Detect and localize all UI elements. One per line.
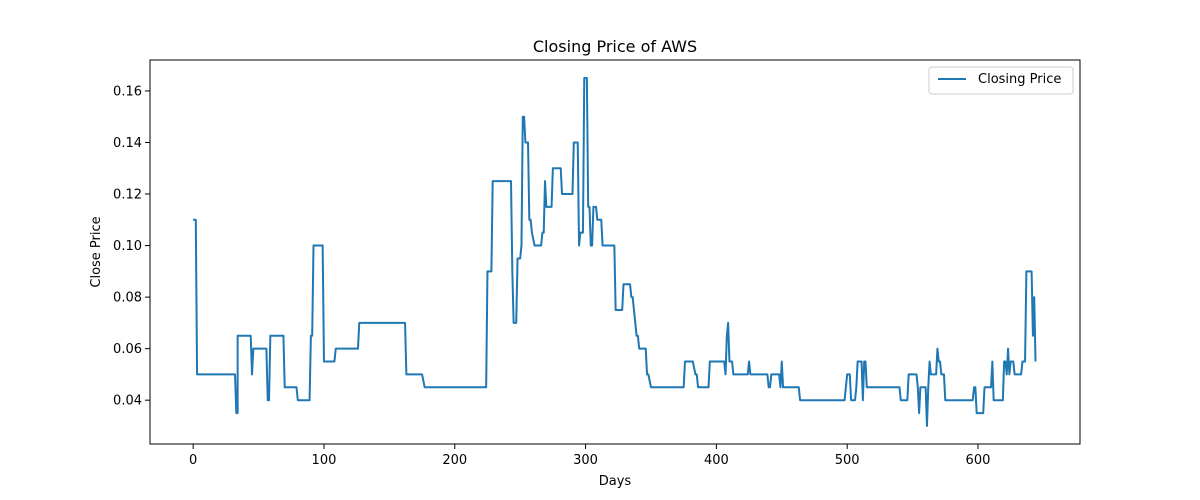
plot-area-frame	[149, 59, 1081, 445]
legend: Closing Price	[928, 66, 1074, 95]
x-tick-label: 300	[573, 453, 598, 468]
x-tick-label: 200	[442, 453, 467, 468]
x-tick-label: 400	[704, 453, 729, 468]
y-tick-label: 0.10	[113, 239, 142, 254]
x-tick-label: 100	[312, 453, 337, 468]
y-tick-label: 0.16	[113, 84, 142, 99]
y-tick-label: 0.12	[113, 188, 142, 203]
y-tick-label: 0.08	[113, 291, 142, 306]
series-line-closing-price	[193, 77, 1037, 427]
legend-label: Closing Price	[978, 72, 1061, 87]
y-tick-label: 0.14	[113, 136, 142, 151]
x-tick-label: 500	[835, 453, 860, 468]
y-axis-label: Close Price	[89, 216, 104, 287]
chart-title: Closing Price of AWS	[533, 37, 697, 56]
y-tick-label: 0.06	[113, 342, 142, 357]
y-tick-label: 0.04	[113, 394, 142, 409]
y-axis: 0.04 0.06 0.08 0.10 0.12 0.14 0.16	[113, 84, 150, 409]
x-tick-label: 0	[189, 453, 197, 468]
x-axis-label: Days	[599, 474, 632, 489]
x-tick-label: 600	[966, 453, 991, 468]
x-axis: 0 100 200 300 400 500 600	[189, 444, 990, 468]
legend-box	[928, 66, 1074, 95]
